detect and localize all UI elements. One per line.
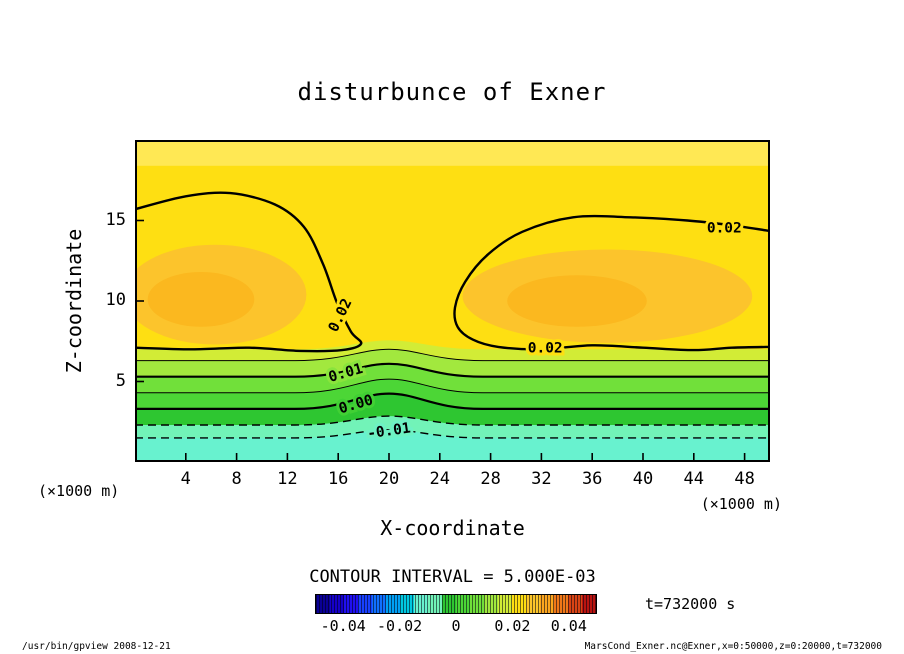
contour-line-002 [453, 214, 770, 352]
colorbar-cell [428, 595, 442, 613]
colorbar-cell [554, 595, 568, 613]
colorbar-cell [512, 595, 526, 613]
contour-line [135, 378, 770, 394]
y-tick-label: 10 [105, 290, 126, 310]
colorbar-cell [484, 595, 498, 613]
time-label: t=732000 s [645, 595, 736, 613]
x-tick-label: 48 [734, 469, 755, 489]
y-tick-label: 15 [105, 209, 126, 230]
y-tick-label: 5 [115, 370, 126, 391]
colorbar-cell [414, 595, 428, 613]
x-tick-label: 16 [327, 469, 349, 489]
contour-plot-canvas: 0.020.020.020.010.00-0.01 [135, 140, 770, 462]
y-axis-label: Z-coordinate [62, 228, 86, 374]
colorbar-cell [400, 595, 414, 613]
x-tick-label: 20 [378, 469, 400, 489]
contour-line [135, 362, 770, 378]
x-unit-left-label: (×1000 m) [38, 482, 120, 500]
colorbar-cell [386, 595, 400, 613]
x-tick-label: 8 [231, 469, 242, 489]
x-tick-label: 32 [531, 469, 552, 489]
x-tick-label: 40 [632, 469, 654, 489]
colorbar-cell [582, 595, 596, 613]
colorbar [315, 594, 597, 614]
x-tick-label: 44 [683, 469, 705, 489]
x-tick-label: 28 [480, 469, 501, 489]
contour-line [135, 392, 770, 410]
chart-title: disturbunce of Exner [297, 78, 607, 106]
contour-interval-note: CONTOUR INTERVAL = 5.000E-03 [309, 567, 596, 587]
contour-label: 0.02 [528, 341, 563, 357]
colorbar-cell [540, 595, 554, 613]
colorbar-tick-label: -0.04 [320, 617, 366, 635]
colorbar-tick-label: 0.02 [494, 617, 531, 635]
x-axis-label: X-coordinate [380, 516, 525, 540]
colorbar-cell [456, 595, 470, 613]
colorbar-cell [358, 595, 372, 613]
x-axis-ticks: 4 8 12 16 20 24 28 32 36 40 44 48 [135, 469, 770, 491]
colorbar-cell [344, 595, 358, 613]
contour-line [135, 415, 770, 426]
colorbar-tick-label: 0.04 [550, 617, 587, 635]
colorbar-cell [498, 595, 512, 613]
colorbar-tick-label: -0.02 [377, 617, 423, 635]
x-tick-label: 36 [581, 469, 603, 489]
colorbar-cell [470, 595, 484, 613]
colorbar-cell [442, 595, 456, 613]
colorbar-tick-labels: -0.04 -0.02 0 0.02 0.04 [315, 617, 597, 635]
contour-plot: 0.02 0.02 0.02 0.01 0.00 -0.01 [135, 140, 770, 462]
shade-band [135, 429, 770, 462]
x-tick-label: 4 [180, 469, 191, 489]
colorbar-cell [568, 595, 582, 613]
colorbar-tick-label: 0 [451, 617, 461, 635]
footer-command: /usr/bin/gpview 2008-12-21 [22, 641, 171, 652]
contour-line [135, 429, 770, 439]
top-shade-band [135, 140, 770, 166]
warm-maximum [147, 272, 255, 327]
contour-line [135, 348, 770, 362]
y-axis-ticks: 5 10 15 [90, 140, 126, 462]
contour-label: 0.02 [707, 221, 742, 237]
x-tick-label: 24 [429, 469, 451, 489]
plot-frame [135, 140, 770, 462]
warm-maximum [507, 275, 647, 327]
footer-source: MarsCond_Exner.nc@Exner,x=0:50000,z=0:20… [584, 641, 882, 652]
colorbar-cell [372, 595, 386, 613]
x-tick-label: 12 [277, 469, 298, 489]
colorbar-cell [330, 595, 344, 613]
contour-line-002 [135, 191, 363, 353]
x-unit-right-label: (×1000 m) [700, 495, 782, 513]
colorbar-cell [526, 595, 540, 613]
colorbar-cell [316, 595, 330, 613]
